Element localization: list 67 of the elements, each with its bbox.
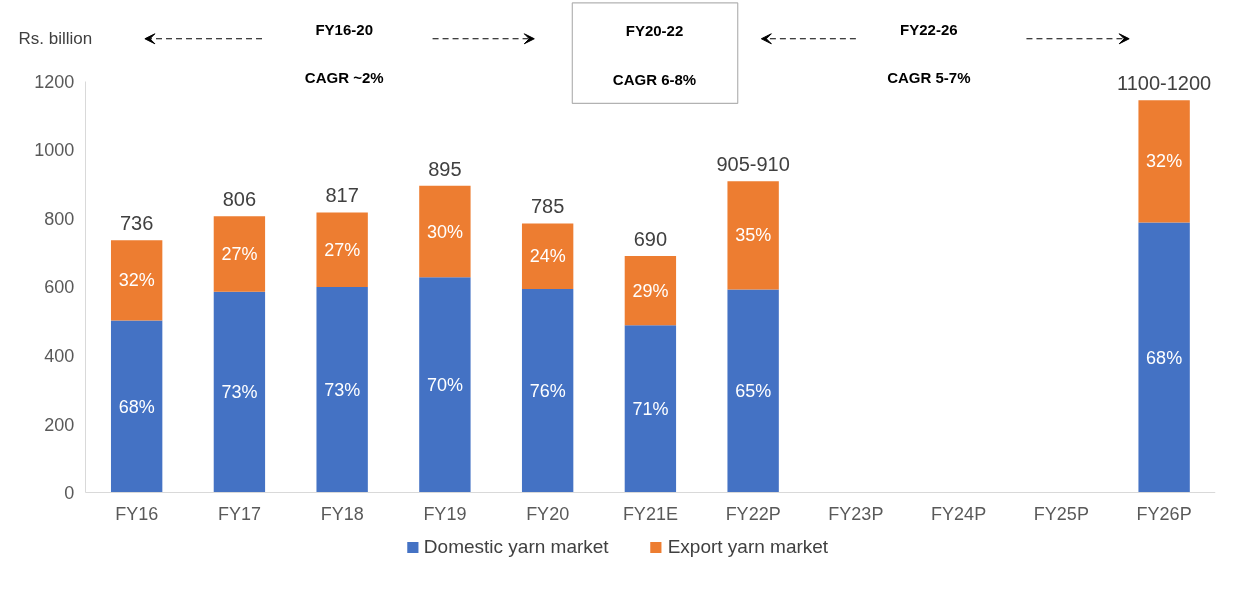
legend-label: Domestic yarn market: [423, 536, 609, 558]
x-tick-label: FY25P: [1033, 503, 1089, 524]
total-label: 895: [428, 157, 462, 180]
text: FY16-20: [315, 20, 373, 38]
annotation: 32%: [118, 270, 155, 291]
bar: [316, 286, 368, 493]
y-tick-label: 400: [44, 345, 75, 366]
annotation: CAGR 5-7%: [887, 68, 971, 86]
y-tick-label: 1200: [34, 71, 75, 92]
x-tick-label: FY16: [115, 503, 159, 524]
bar: [316, 212, 368, 287]
bar: [110, 240, 163, 321]
annotation: 30%: [426, 221, 463, 242]
legend-label: Export yarn market: [667, 536, 829, 558]
annotation: CAGR 6-8%: [612, 70, 697, 88]
annotation: 73%: [324, 379, 361, 400]
y-axis-title: Rs. billion: [18, 29, 93, 49]
annotation: 27%: [324, 239, 361, 260]
bar: [521, 223, 574, 289]
y-tick-label: 800: [44, 208, 75, 229]
annotation: 70%: [426, 374, 463, 395]
y-tick-label: 600: [44, 277, 75, 298]
text: FY22-26: [900, 20, 958, 38]
annotation: 71%: [632, 398, 669, 419]
total-label: 806: [222, 188, 257, 211]
bar: [521, 288, 574, 493]
total-label: 817: [325, 184, 359, 207]
x-tick-label: FY20: [526, 503, 570, 524]
x-tick-label: FY26P: [1136, 503, 1192, 524]
annotation: CAGR ~2%: [304, 68, 384, 86]
bar: [213, 291, 266, 493]
x-tick-label: FY19: [423, 503, 467, 524]
x-tick-label: FY21E: [622, 503, 678, 524]
bar: [727, 289, 779, 493]
y-tick-label: 200: [44, 414, 75, 435]
bar: [1138, 100, 1190, 223]
total-label: 736: [119, 212, 154, 235]
text: FY20-22: [625, 22, 684, 40]
annotation: 76%: [529, 380, 566, 401]
y-tick-label: 1000: [34, 140, 75, 161]
annotation: 29%: [632, 280, 669, 301]
bar: [727, 181, 779, 290]
x-tick-label: FY23P: [828, 503, 884, 524]
total-label: 905-910: [716, 153, 790, 176]
total-label: 785: [530, 195, 565, 218]
bar: [419, 185, 471, 278]
total-label: 1100-1200: [1117, 72, 1212, 95]
annotation: 68%: [118, 396, 155, 417]
annotation: 65%: [735, 381, 772, 402]
x-tick-label: FY17: [217, 503, 261, 524]
bar: [624, 256, 677, 326]
annotation: 27%: [221, 243, 258, 264]
annotation: 73%: [221, 382, 258, 403]
total-label: 690: [633, 228, 668, 251]
annotation: 32%: [1146, 151, 1183, 172]
annotation: 24%: [529, 246, 566, 267]
x-tick-label: FY18: [320, 503, 364, 524]
x-tick-label: FY22P: [725, 503, 781, 524]
x-tick-label: FY24P: [931, 503, 987, 524]
bar: [624, 325, 677, 493]
bar: [213, 216, 266, 292]
bar: [1138, 222, 1190, 493]
y-tick-label: 0: [64, 483, 75, 504]
bar: [419, 277, 471, 493]
bar: [110, 320, 163, 493]
annotation: 35%: [735, 225, 772, 246]
annotation: 68%: [1146, 347, 1183, 368]
